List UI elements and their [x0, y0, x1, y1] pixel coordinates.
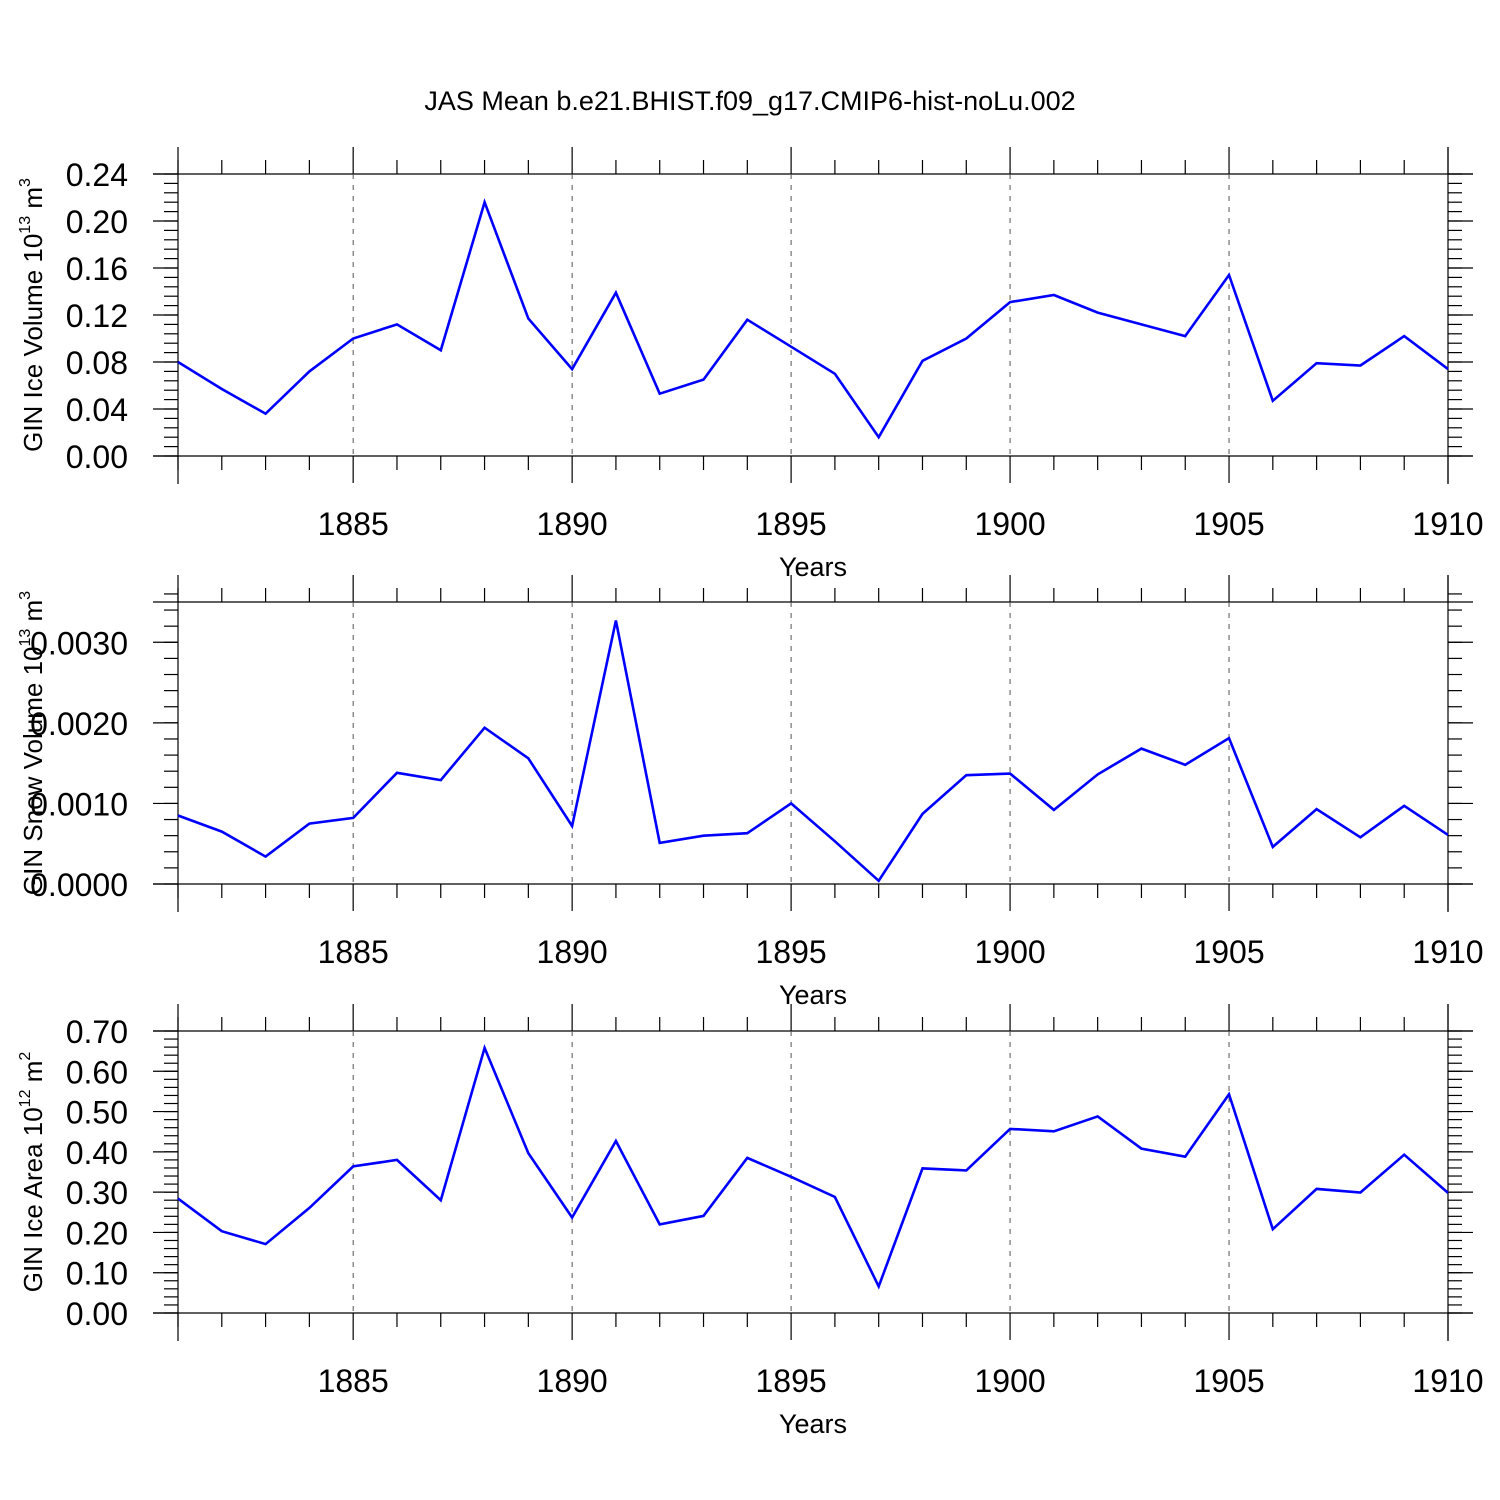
panel-2: 1885 1890 1895 1900 1905 1910 Years 0.0000 0.001… — [17, 575, 1484, 1010]
x-tick-label: 1895 — [756, 934, 827, 970]
x-tick-label: 1895 — [756, 1363, 827, 1399]
x-tick-label: 1905 — [1193, 1363, 1264, 1399]
x-tick-label: 1890 — [537, 506, 608, 542]
x-axis-title: Years — [779, 552, 847, 582]
panel-3: 1885 1890 1895 1900 1905 1910 Years 0.00 0.10 0.2… — [17, 1004, 1484, 1439]
x-axis-title: Years — [779, 980, 847, 1010]
y-tick-label: 0.24 — [66, 157, 128, 193]
y-tick-label: 0.20 — [66, 1215, 128, 1251]
y-tick-label: 0.00 — [66, 1296, 128, 1332]
x-tick-label: 1885 — [318, 1363, 389, 1399]
y-tick-label: 0.50 — [66, 1095, 128, 1131]
y-tick-label: 0.04 — [66, 392, 128, 428]
x-tick-label: 1885 — [318, 506, 389, 542]
x-tick-label: 1900 — [974, 934, 1045, 970]
x-tick-label: 1885 — [318, 934, 389, 970]
y-tick-label: 0.12 — [66, 298, 128, 334]
series-line-1 — [177, 198, 1449, 440]
y-axis-title: GIN Snow Volume 1013 m3 — [17, 591, 48, 895]
y-axis-title: GIN Ice Volume 1013 m3 — [17, 178, 48, 452]
x-axis-title: Years — [779, 1409, 847, 1439]
y-tick-label: 0.00 — [66, 439, 128, 475]
y-tick-label: 0.40 — [66, 1135, 128, 1171]
x-tick-label: 1905 — [1193, 934, 1264, 970]
x-tick-label: 1910 — [1412, 1363, 1483, 1399]
x-tick-label: 1890 — [537, 934, 608, 970]
series-line-2 — [177, 620, 1449, 883]
chart-panels: 1885 1890 1895 1900 1905 1910 Years 0.00 0.04 0.0… — [17, 147, 1484, 1439]
x-tick-label: 1895 — [756, 506, 827, 542]
y-tick-label: 0.10 — [66, 1256, 128, 1292]
x-tick-label: 1910 — [1412, 934, 1483, 970]
y-tick-label: 0.20 — [66, 204, 128, 240]
y-tick-label: 0.70 — [66, 1014, 128, 1050]
x-tick-label: 1890 — [537, 1363, 608, 1399]
y-tick-label: 0.0020 — [30, 706, 128, 742]
panel-1: 1885 1890 1895 1900 1905 1910 Years 0.00 0.04 0.0… — [17, 147, 1484, 582]
y-tick-label: 0.60 — [66, 1054, 128, 1090]
y-axis-title: GIN Ice Area 1012 m2 — [17, 1052, 48, 1293]
y-tick-label: 0.0030 — [30, 625, 128, 661]
x-tick-label: 1905 — [1193, 506, 1264, 542]
y-tick-label: 0.30 — [66, 1175, 128, 1211]
y-tick-label: 0.0000 — [30, 867, 128, 903]
y-tick-label: 0.16 — [66, 251, 128, 287]
series-line-3 — [177, 1043, 1449, 1290]
chart-title: JAS Mean b.e21.BHIST.f09_g17.CMIP6-hist-… — [424, 86, 1075, 116]
y-tick-label: 0.08 — [66, 345, 128, 381]
x-tick-label: 1900 — [974, 506, 1045, 542]
x-tick-label: 1910 — [1412, 506, 1483, 542]
x-tick-label: 1900 — [974, 1363, 1045, 1399]
y-tick-label: 0.0010 — [30, 786, 128, 822]
